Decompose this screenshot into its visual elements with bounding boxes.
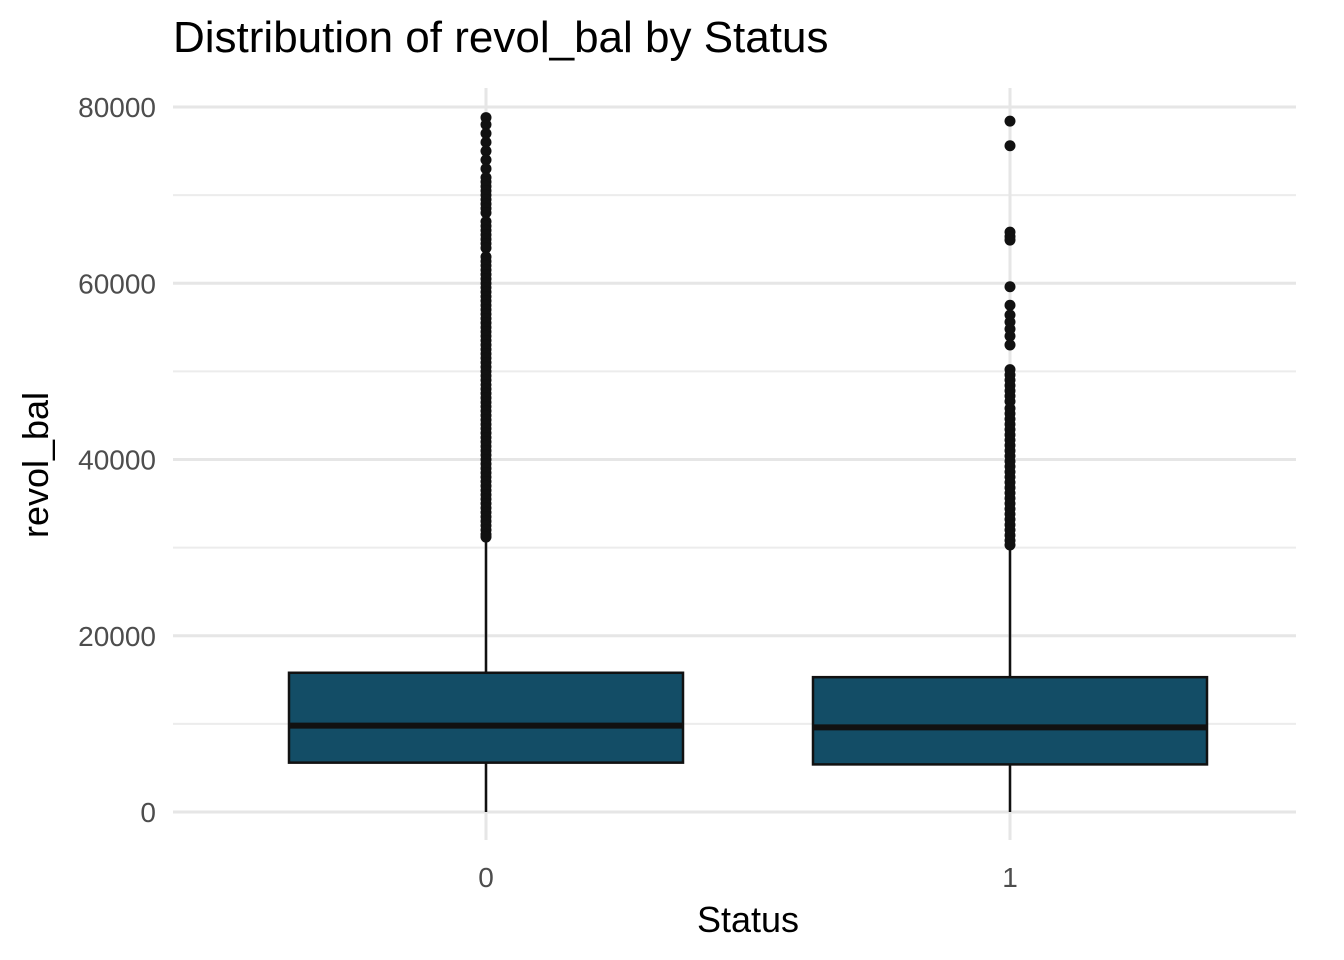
boxes [287, 112, 1209, 812]
y-tick-label: 60000 [78, 268, 156, 299]
outlier-point [1004, 330, 1016, 342]
chart-title: Distribution of revol_bal by Status [173, 13, 828, 62]
outlier-point [1004, 234, 1016, 246]
y-tick-label: 80000 [78, 92, 156, 123]
outlier-point [480, 207, 492, 219]
outlier-point [1004, 140, 1016, 152]
y-tick-label: 0 [140, 797, 156, 828]
box-group-1 [811, 115, 1209, 812]
outlier-point [480, 127, 492, 139]
outlier-point [1004, 115, 1016, 127]
iqr-box [287, 671, 685, 764]
y-tick-label: 40000 [78, 445, 156, 476]
iqr-box [811, 675, 1209, 766]
outlier-point [480, 119, 492, 131]
outlier-point [1004, 299, 1016, 311]
outlier-point [480, 531, 492, 543]
outlier-point [1004, 281, 1016, 293]
x-axis-title: Status [697, 899, 799, 940]
outlier-point [480, 136, 492, 148]
outlier-point [480, 242, 492, 254]
outlier-point [1004, 539, 1016, 551]
y-tick-label: 20000 [78, 621, 156, 652]
y-axis-tick-labels: 0 20000 40000 60000 80000 [78, 92, 156, 828]
outlier-point [480, 154, 492, 166]
y-axis-title: revol_bal [15, 392, 56, 538]
outlier-point [480, 163, 492, 175]
x-tick-label: 0 [478, 862, 494, 893]
outlier-point [480, 145, 492, 157]
outlier-point [1004, 339, 1016, 351]
box-group-0 [287, 112, 685, 812]
x-tick-label: 1 [1002, 862, 1018, 893]
